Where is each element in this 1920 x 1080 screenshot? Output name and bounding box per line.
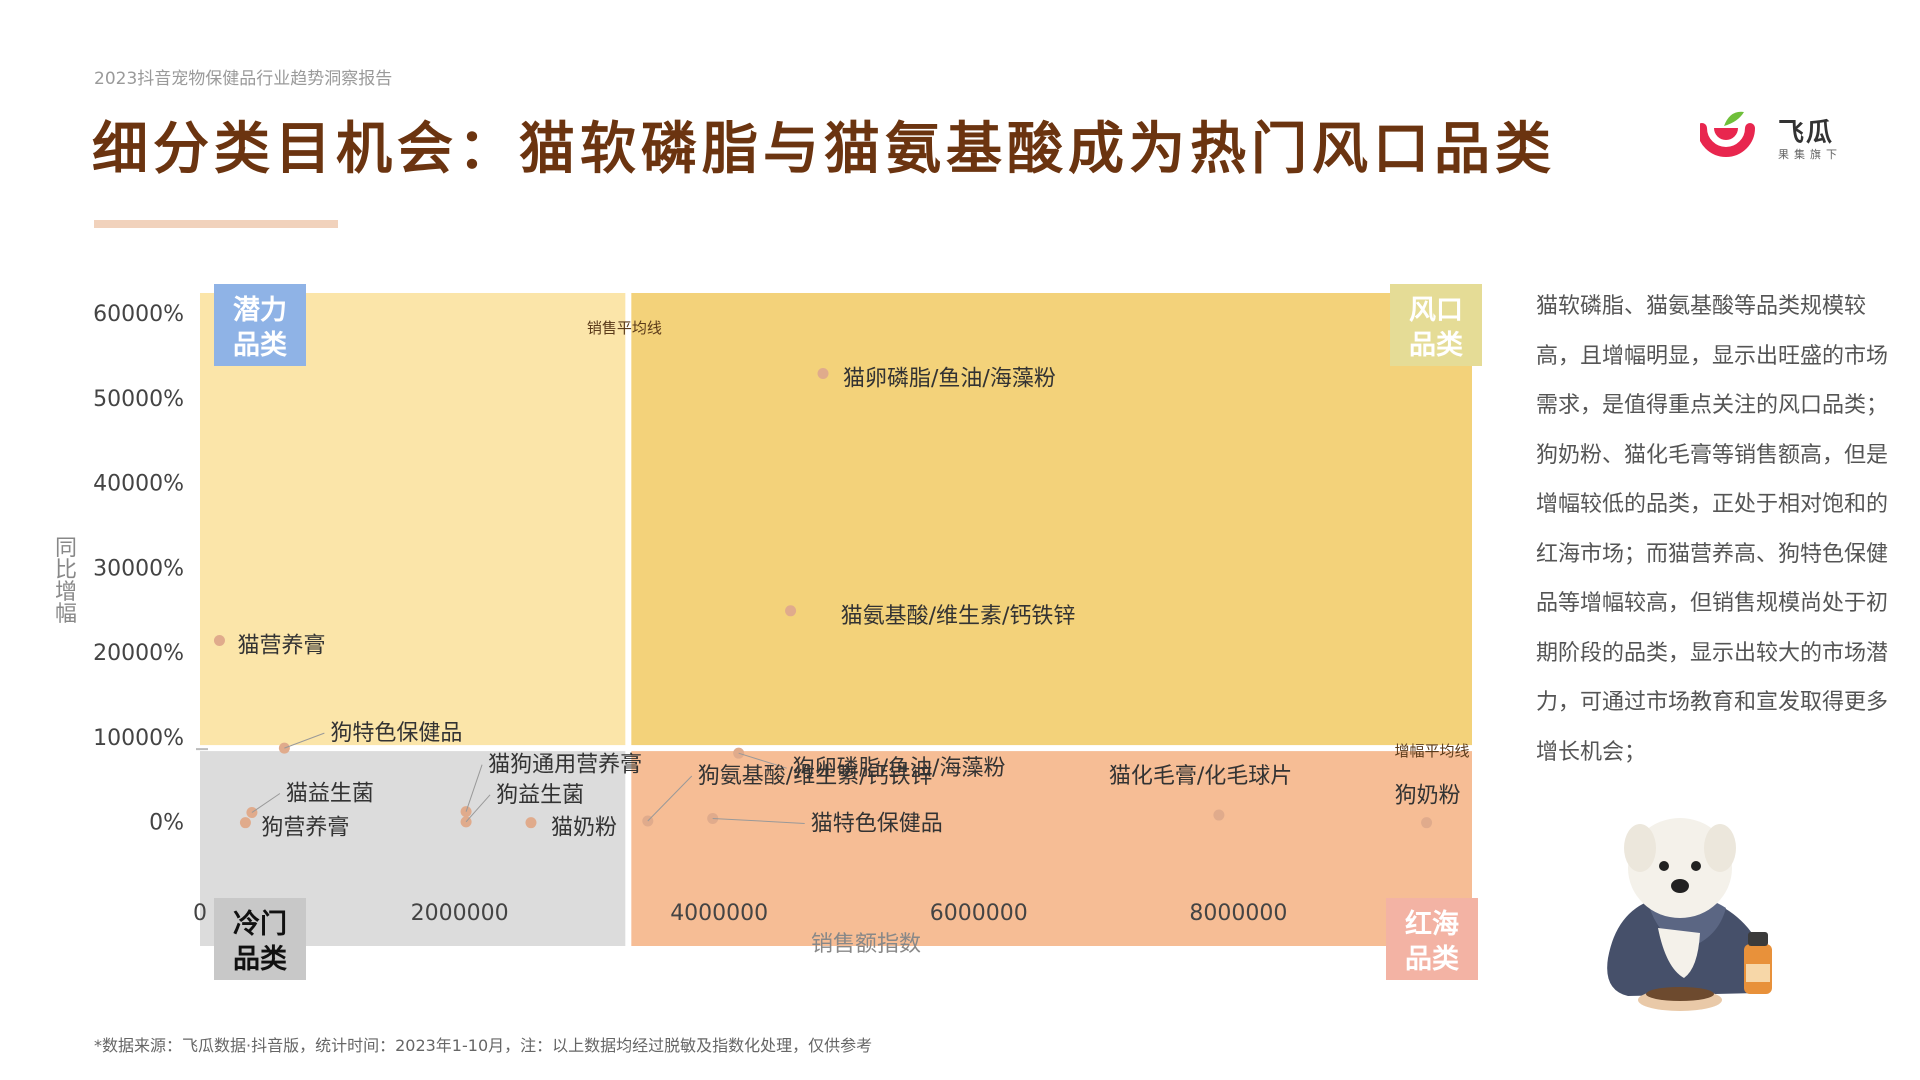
data-point-marker [1213, 809, 1225, 821]
growth-average-line-label: 增幅平均线 [1394, 742, 1469, 760]
data-point: 狗卵磷脂/鱼油/海藻粉 [733, 747, 1006, 781]
quadrant-backgrounds [200, 293, 1472, 946]
data-point: 猫化毛膏/化毛球片 [1109, 764, 1292, 821]
quadrant-tag-redsea-line2: 品类 [1405, 944, 1459, 975]
data-point-label: 狗氨基酸/维生素/钙铁锌 [698, 764, 933, 789]
description-text: 猫软磷脂、猫氨基酸等品类规模较高，且增幅明显，显示出旺盛的市场需求，是值得重点关… [1536, 294, 1889, 765]
data-point-leader [712, 817, 805, 824]
data-point-label: 猫氨基酸/维生素/钙铁锌 [841, 604, 1076, 629]
data-point-leader [465, 764, 483, 812]
data-point-label: 狗营养膏 [261, 816, 349, 841]
y-tick-label: 30000% [93, 556, 184, 581]
sales-average-line-label: 销售平均线 [587, 319, 662, 337]
logo-subtitle: 果集旗下 [1778, 148, 1842, 161]
page-title: 细分类目机会：猫软磷脂与猫氨基酸成为热门风口品类 [92, 117, 1556, 182]
x-tick-label: 0 [193, 901, 207, 926]
data-point: 狗营养膏 [239, 816, 349, 841]
data-point-leader [738, 752, 787, 769]
data-point-marker [817, 368, 829, 380]
data-point-label: 猫狗通用营养膏 [488, 753, 642, 778]
data-point: 狗益生菌 [460, 783, 584, 828]
quadrant-tag-cold-line1: 冷门 [233, 909, 287, 940]
quadrant-potential [200, 293, 626, 746]
quadrant-tag-potential-line2: 品类 [233, 330, 287, 361]
data-point: 猫氨基酸/维生素/钙铁锌 [785, 604, 1075, 629]
y-tick-label: 50000% [93, 387, 184, 412]
quadrant-tag-hot-line1: 风口 [1409, 295, 1463, 326]
axes: 0% 10000% 20000% 30000% 40000% 50000% 60000% 0 2… [55, 302, 1287, 957]
data-point-label: 猫益生菌 [286, 782, 374, 807]
quadrant-tag-cold-line2: 品类 [233, 944, 287, 975]
y-tick-label: 10000% [93, 726, 184, 751]
data-point-label: 狗卵磷脂/鱼油/海藻粉 [793, 756, 1006, 781]
data-point-leader [647, 775, 693, 822]
source-note: *数据来源：飞瓜数据·抖音版，统计时间：2023年1-10月，注：以上数据均经过… [94, 1036, 873, 1055]
quadrant-tag-hot-bg [1390, 284, 1482, 366]
x-tick-label: 4000000 [670, 901, 768, 926]
data-point: 猫狗通用营养膏 [460, 753, 642, 818]
data-point: 狗特色保健品 [278, 721, 462, 754]
data-point-label: 狗特色保健品 [330, 721, 462, 746]
y-tick-label: 60000% [93, 302, 184, 327]
quadrant-tag-redsea-line1: 红海 [1405, 908, 1459, 940]
data-point-leader [284, 732, 325, 749]
data-point: 猫益生菌 [246, 782, 374, 819]
quadrant-tag-potential-bg [214, 284, 306, 366]
data-points: 猫卵磷脂/鱼油/海藻粉猫氨基酸/维生素/钙铁锌猫营养膏狗特色保健品猫益生菌狗营养… [213, 367, 1461, 841]
data-point-label: 狗益生菌 [496, 783, 584, 808]
report-name: 2023抖音宠物保健品行业趋势洞察报告 [94, 69, 393, 89]
x-axis-label: 销售额指数 [811, 932, 921, 957]
x-tick-label: 8000000 [1189, 901, 1287, 926]
data-point: 猫营养膏 [213, 633, 325, 658]
data-point-label: 狗奶粉 [1395, 784, 1461, 809]
dog-illustration-icon [1607, 818, 1772, 1011]
data-point: 狗奶粉 [1395, 784, 1461, 829]
x-tick-label: 6000000 [930, 901, 1028, 926]
quadrant-tag-redsea-bg [1386, 898, 1478, 980]
data-point-label: 猫营养膏 [237, 633, 325, 658]
data-point-marker [239, 817, 251, 829]
data-point: 猫奶粉 [525, 816, 617, 841]
data-point-marker [785, 605, 797, 617]
data-point-label: 猫化毛膏/化毛球片 [1109, 764, 1292, 789]
logo-name: 飞瓜 [1778, 118, 1835, 148]
data-point-leader [465, 794, 491, 823]
y-tick-label: 0% [149, 811, 184, 836]
title-underline [94, 220, 338, 228]
data-point-marker [1421, 817, 1433, 829]
data-point-label: 猫奶粉 [551, 816, 617, 841]
quadrant-hot [631, 293, 1472, 746]
data-point: 猫特色保健品 [707, 811, 943, 836]
y-axis-label: 同比增幅 [55, 536, 77, 627]
data-point-marker [213, 634, 225, 646]
data-point-label: 猫卵磷脂/鱼油/海藻粉 [843, 367, 1056, 392]
data-point: 狗氨基酸/维生素/钙铁锌 [642, 764, 933, 827]
quadrant-tag-potential-line1: 潜力 [233, 295, 287, 326]
quadrant-tag-hot-line2: 品类 [1409, 330, 1463, 361]
data-point: 猫卵磷脂/鱼油/海藻粉 [817, 367, 1056, 392]
quadrant-tag-hot: 风口品类 [1390, 284, 1482, 366]
feigua-logo-icon [1700, 111, 1755, 157]
quadrant-redsea [631, 751, 1472, 946]
quadrant-tag-cold-bg [214, 898, 306, 980]
y-tick-label: 20000% [93, 641, 184, 666]
data-point-leader [251, 793, 281, 813]
y-tick-label: 40000% [93, 472, 184, 497]
data-point-label: 猫特色保健品 [811, 811, 943, 836]
x-tick-label: 2000000 [411, 901, 509, 926]
data-point-marker [525, 817, 537, 829]
